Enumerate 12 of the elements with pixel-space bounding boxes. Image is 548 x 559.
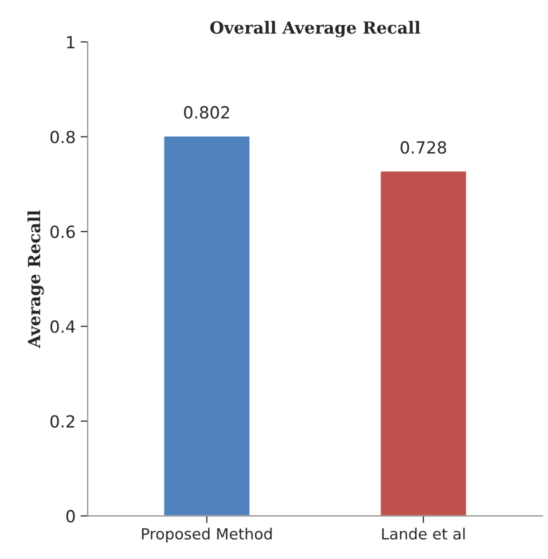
x-tick-label: Proposed Method [142,528,272,543]
data-label: 0.802 [184,106,229,119]
x-tick-label: Lande et al [382,528,465,540]
y-tick-label: 0.2 [50,415,74,428]
y-tick-label: 1 [67,36,74,48]
y-tick-label: 0.6 [50,226,75,238]
chart-title: Overall Average Recall [210,20,420,38]
data-label: 0.728 [400,141,446,154]
y-axis-title: Average Recall [27,210,44,348]
y-tick-label: 0.4 [50,320,75,333]
y-tick-label: 0.8 [50,130,75,144]
y-tick-label: 0 [66,510,75,523]
